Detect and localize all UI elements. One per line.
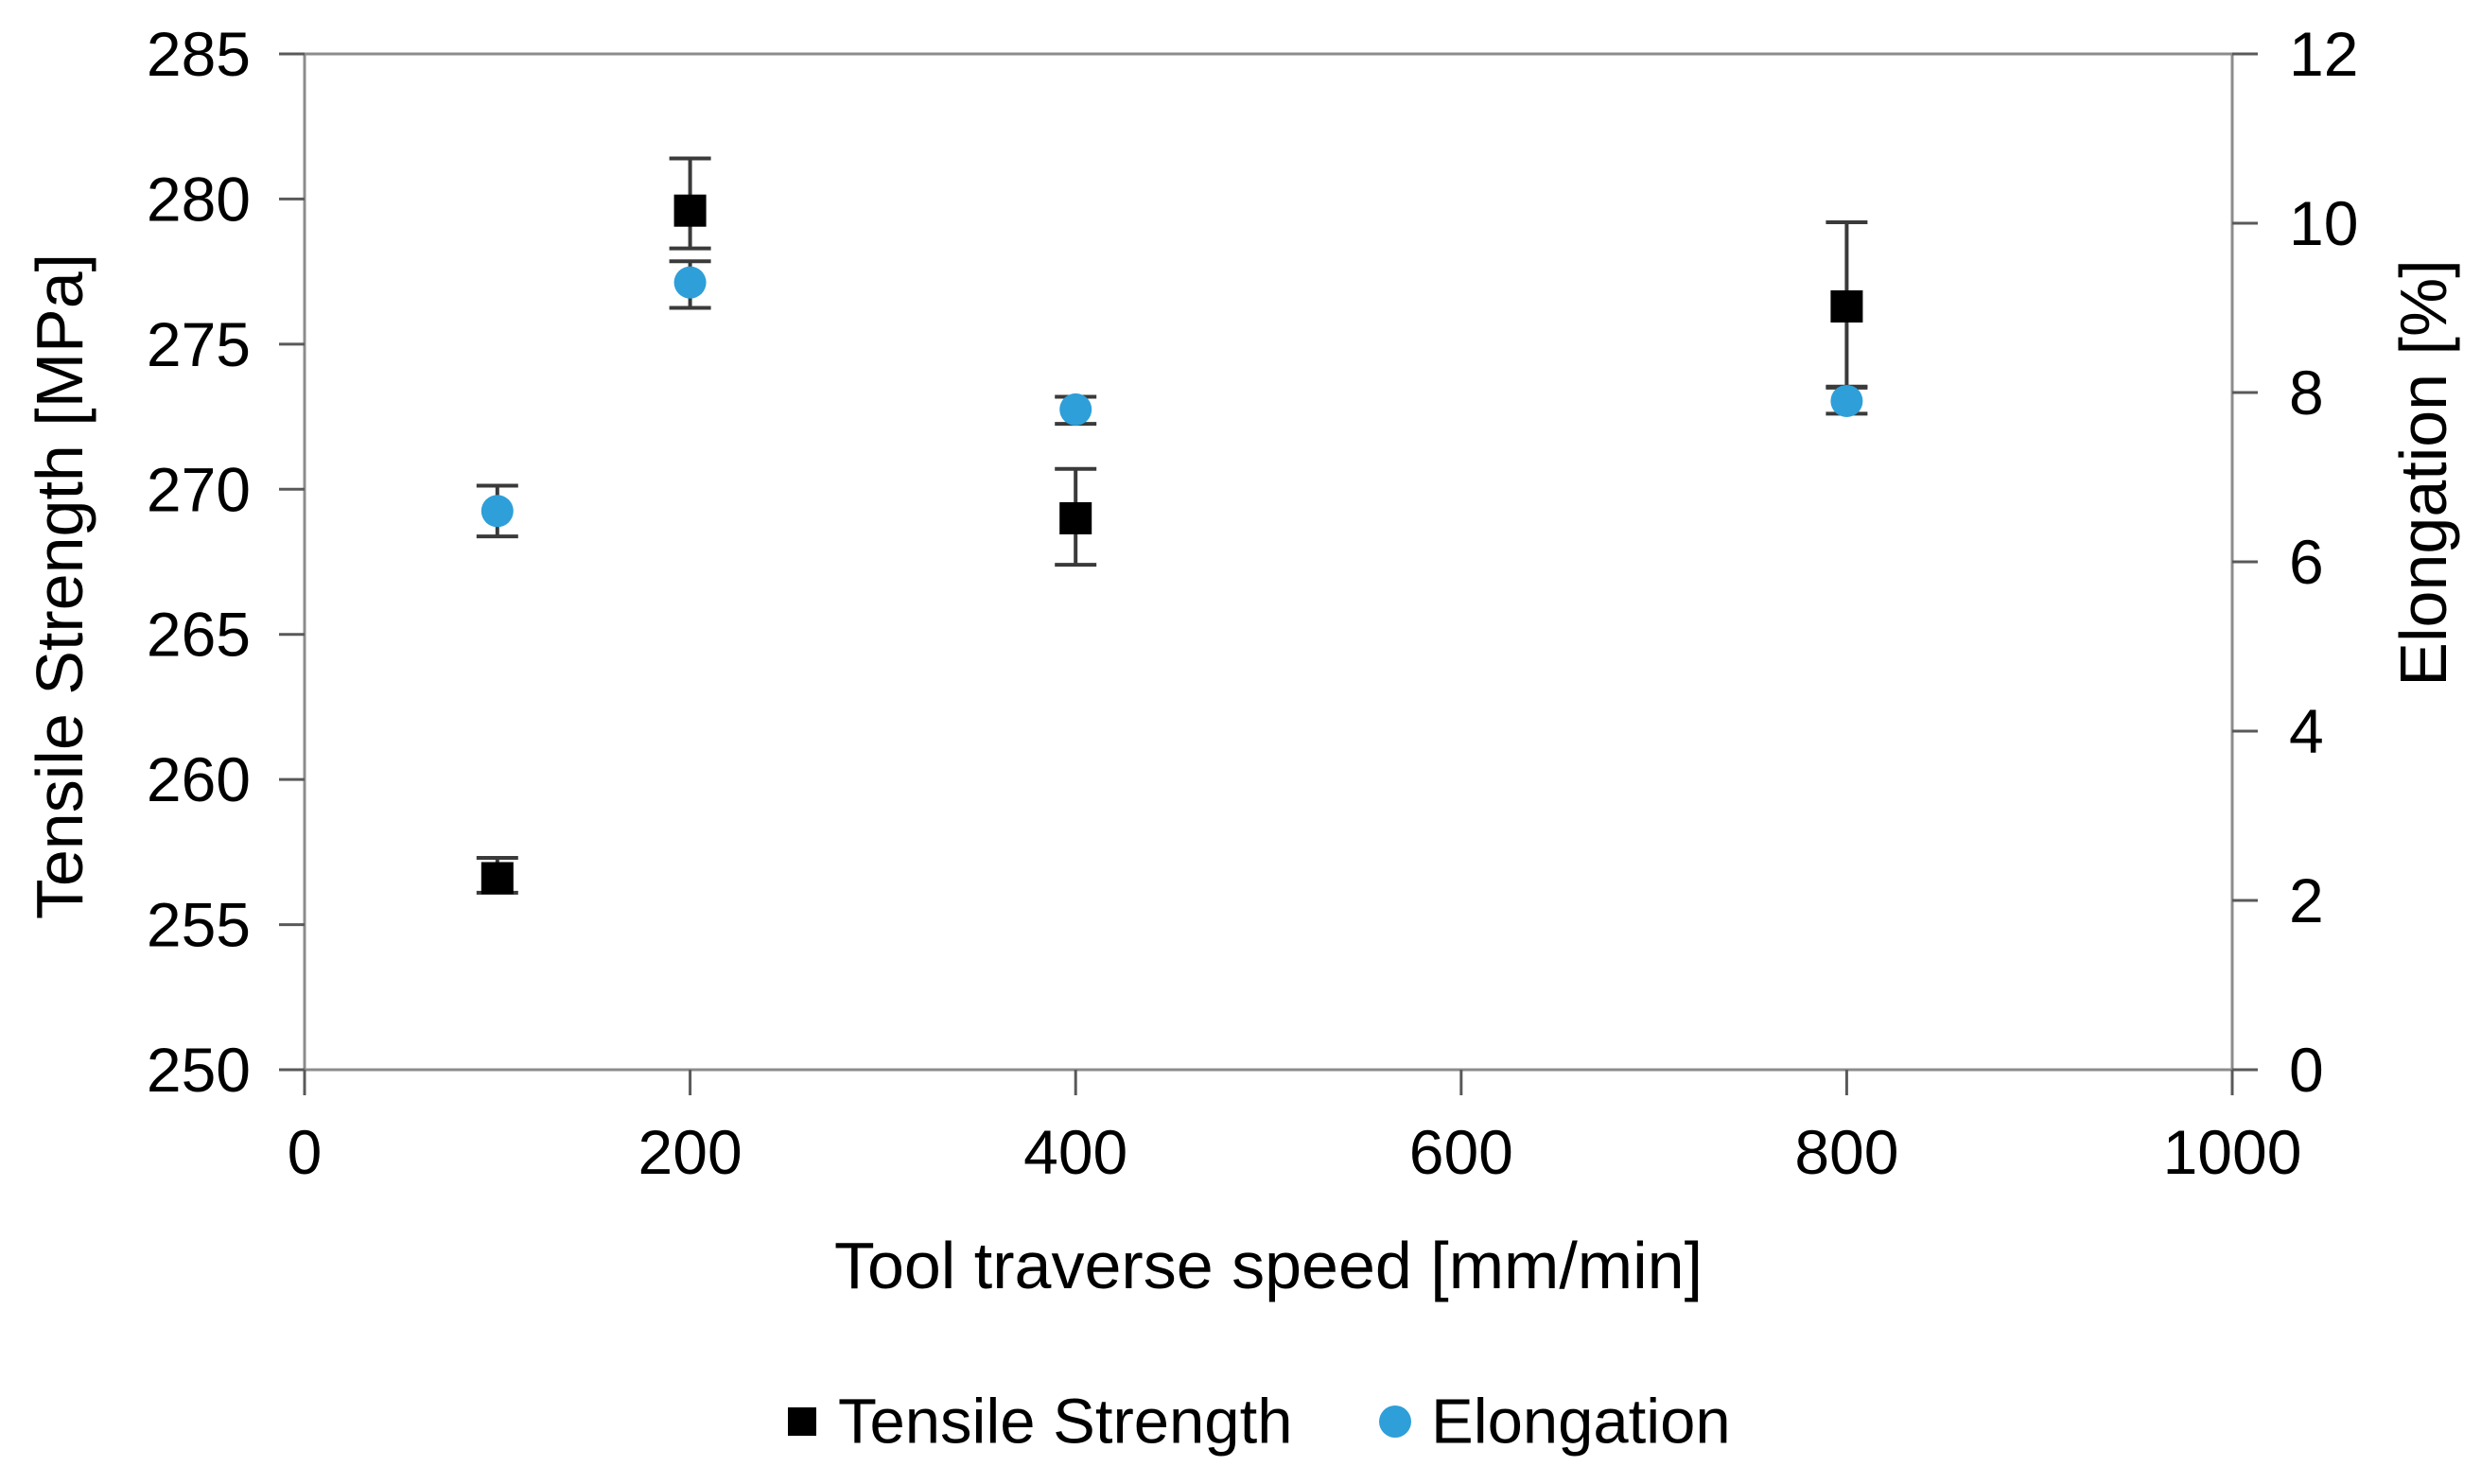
x-axis-tick-label: 200	[638, 1117, 743, 1187]
y-right-tick-label: 10	[2289, 188, 2358, 258]
y-right-tick-label: 12	[2289, 19, 2358, 89]
y-left-tick-label: 270	[147, 454, 251, 524]
y-right-tick-label: 8	[2289, 358, 2324, 428]
y-right-tick-label: 0	[2289, 1035, 2324, 1105]
x-axis-tick-label: 1000	[2163, 1117, 2302, 1187]
y-left-tick-label: 275	[147, 309, 251, 379]
legend: Tensile Strength Elongation	[788, 1387, 1731, 1458]
legend-label-elongation: Elongation	[1431, 1387, 1731, 1458]
data-point-elongation	[673, 266, 707, 299]
y-right-tick-label: 6	[2289, 527, 2324, 597]
x-axis-tick-label: 600	[1409, 1117, 1513, 1187]
data-point-tensile-strength	[1830, 289, 1863, 323]
y-left-tick-label: 255	[147, 890, 251, 960]
data-point-elongation	[1830, 384, 1863, 417]
x-axis-tick-label: 800	[1794, 1117, 1898, 1187]
data-point-tensile-strength	[673, 194, 707, 227]
data-point-tensile-strength	[1059, 501, 1092, 534]
x-axis-title: Tool traverse speed [mm/min]	[834, 1229, 1703, 1302]
x-axis-tick-label: 0	[288, 1117, 323, 1187]
y-right-tick-label: 4	[2289, 696, 2324, 766]
legend-marker-elongation-circle	[1379, 1405, 1411, 1438]
y-axis-right-title: Elongation [%]	[2386, 259, 2460, 686]
legend-marker-tensile-strength-square	[788, 1407, 816, 1436]
y-left-tick-label: 250	[147, 1035, 251, 1105]
y-left-tick-label: 280	[147, 164, 251, 234]
y-left-tick-label: 285	[147, 19, 251, 89]
data-point-elongation	[1059, 393, 1092, 426]
y-axis-left-title: Tensile Strength [MPa]	[23, 253, 96, 919]
y-left-tick-label: 265	[147, 600, 251, 670]
x-axis-tick-label: 400	[1023, 1117, 1127, 1187]
axis-ticks-layer: 0 200 400 600 800 100025025526026527027528028…	[147, 19, 2359, 1187]
y-right-tick-label: 2	[2289, 865, 2324, 935]
data-point-tensile-strength	[480, 862, 514, 895]
y-left-tick-label: 260	[147, 744, 251, 814]
plot-area	[303, 52, 2234, 1072]
data-point-elongation	[480, 495, 514, 528]
legend-label-tensile-strength: Tensile Strength	[838, 1387, 1292, 1458]
data-series-layer	[476, 156, 1868, 895]
